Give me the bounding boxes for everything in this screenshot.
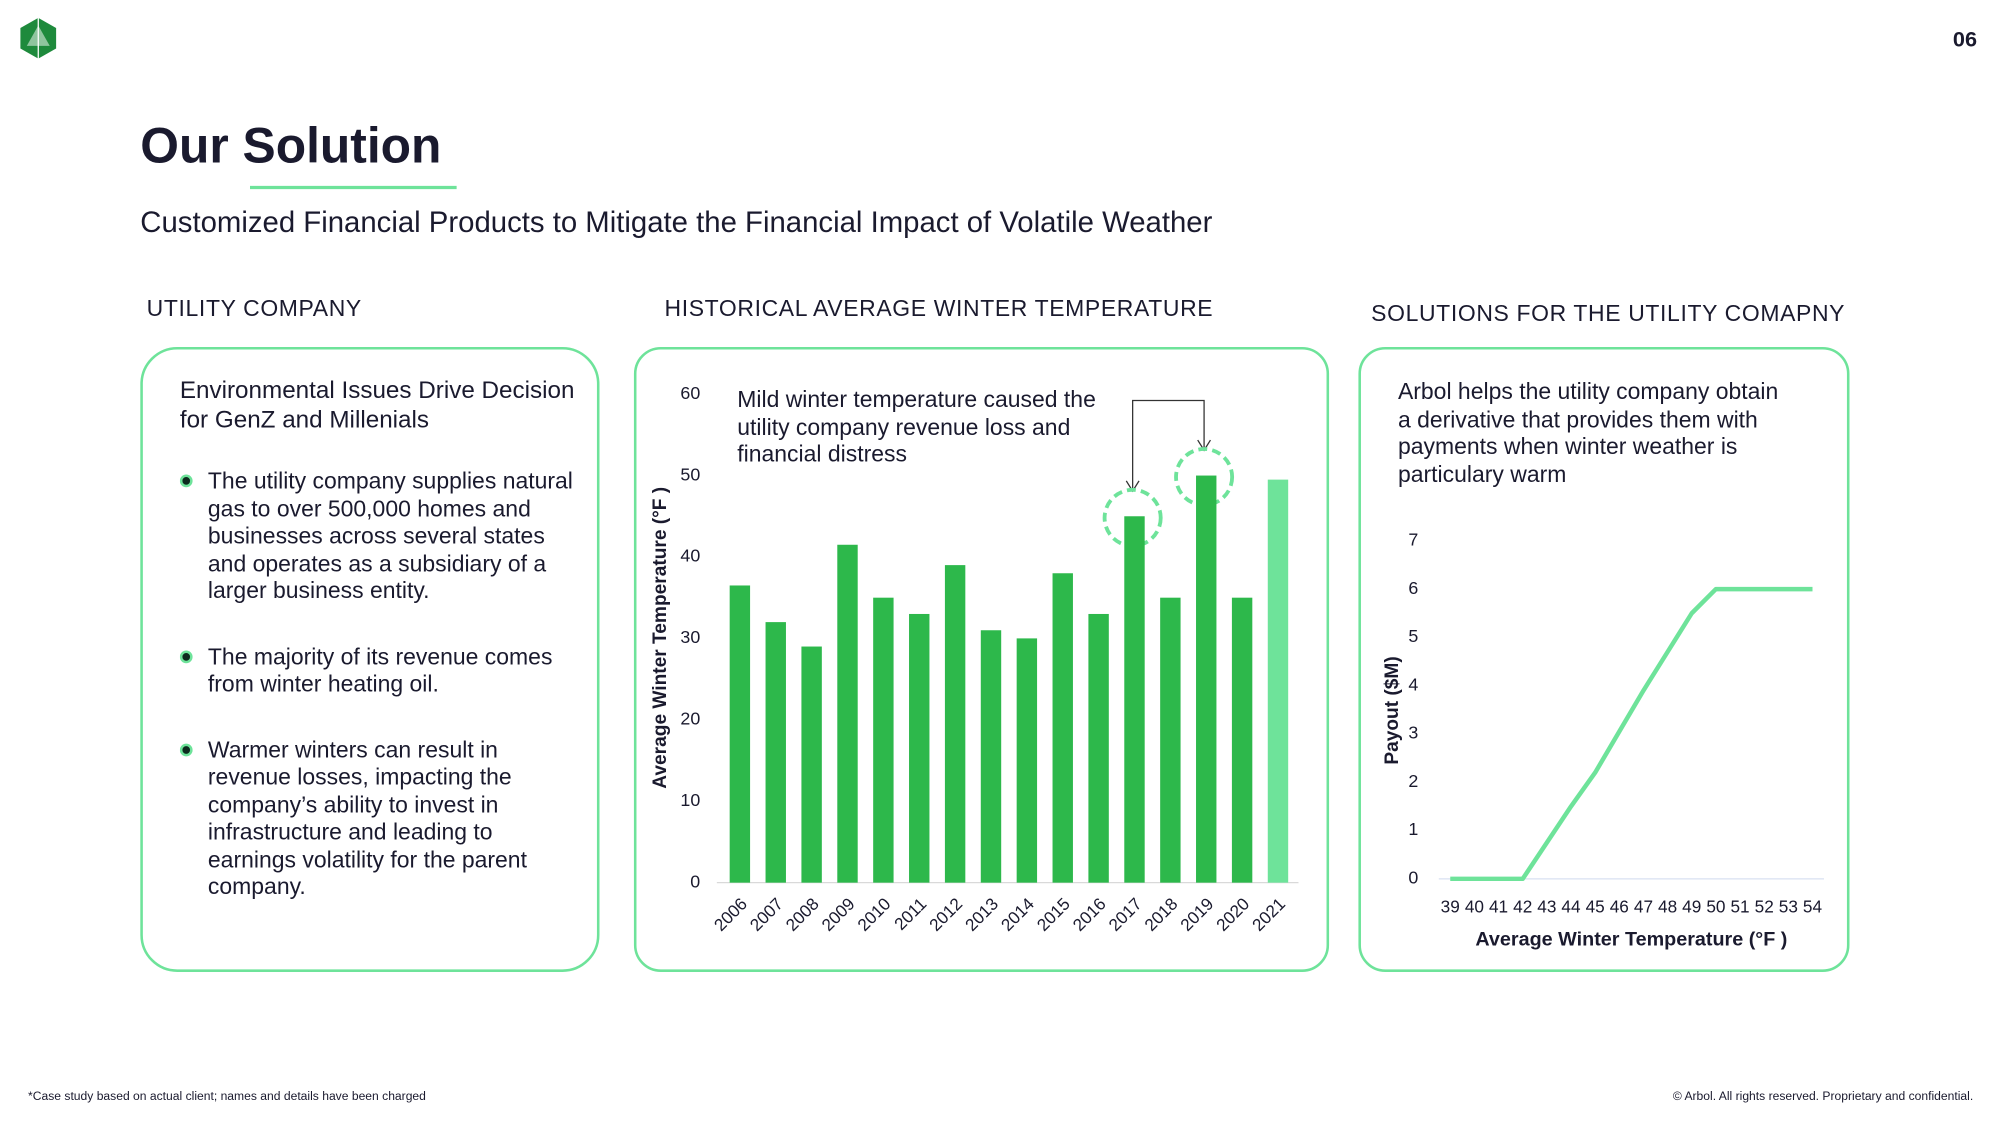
x-tick-label: 2014 <box>997 893 1039 935</box>
y-tick-label: 0 <box>1408 868 1418 888</box>
y-tick-label: 30 <box>680 627 700 647</box>
bullet: The utility company supplies natural gas… <box>179 468 575 605</box>
y-tick-label: 10 <box>680 790 700 810</box>
y-tick-label: 4 <box>1408 674 1418 694</box>
bar <box>801 646 822 883</box>
bar <box>1088 613 1109 883</box>
bullet: Warmer winters can result in revenue los… <box>179 737 575 902</box>
x-tick-label: 42 <box>1513 897 1532 917</box>
y-tick-label: 40 <box>680 546 700 566</box>
x-tick-label: 49 <box>1682 897 1701 917</box>
x-tick-label: 2019 <box>1176 894 1217 935</box>
bar <box>1196 475 1217 883</box>
bar <box>837 544 858 883</box>
bullet: The majority of its revenue comes from w… <box>179 643 575 698</box>
panel-frame <box>140 346 600 972</box>
y-axis-label: Payout ($M) <box>1382 656 1403 764</box>
x-tick-label: 43 <box>1537 897 1556 917</box>
x-tick-label: 39 <box>1441 897 1460 917</box>
x-tick-label: 44 <box>1561 897 1581 917</box>
bar <box>909 613 930 883</box>
x-tick-label: 46 <box>1610 897 1629 917</box>
y-tick-label: 1 <box>1408 819 1418 839</box>
panel-frame <box>633 346 1330 972</box>
x-tick-label: 40 <box>1465 897 1484 917</box>
x-tick-label: 2020 <box>1212 894 1253 935</box>
title: Our Solution <box>140 117 441 173</box>
panel-text: Arbol helps the utility company obtain a… <box>1397 378 1779 487</box>
x-tick-label: 2015 <box>1033 894 1074 935</box>
bar <box>1016 638 1038 883</box>
panel-heading: UTILITY COMPANY <box>147 295 362 321</box>
payout-line <box>1450 586 1813 882</box>
bar <box>729 585 751 883</box>
x-tick-label: 2010 <box>853 894 894 935</box>
bar <box>1124 516 1145 883</box>
y-tick-label: 0 <box>690 871 700 891</box>
bar <box>944 565 966 883</box>
x-tick-label: 2013 <box>961 894 1002 935</box>
x-tick-label: 2017 <box>1104 894 1145 935</box>
footnote: *Case study based on actual client; name… <box>28 1089 426 1103</box>
y-axis-label: Average Winter Temperature (°F ) <box>650 487 671 789</box>
x-tick-label: 54 <box>1803 897 1823 917</box>
bar <box>1231 597 1253 883</box>
x-tick-label: 2008 <box>782 894 823 935</box>
panel-text: Environmental Issues Drive Decision for … <box>179 377 575 902</box>
x-tick-label: 45 <box>1586 897 1605 917</box>
panel-title: Environmental Issues Drive Decision for … <box>179 377 575 434</box>
y-tick-label: 2 <box>1408 771 1418 791</box>
x-tick-label: 2021 <box>1248 894 1289 935</box>
x-tick-label: 2011 <box>890 894 930 934</box>
x-tick-label: 53 <box>1779 897 1798 917</box>
bar <box>980 630 1002 883</box>
x-tick-label: 2007 <box>746 894 787 935</box>
x-tick-label: 2018 <box>1140 894 1181 935</box>
x-tick-label: 52 <box>1755 897 1774 917</box>
y-tick-label: 60 <box>680 383 700 403</box>
subtitle: Customized Financial Products to Mitigat… <box>140 206 1212 239</box>
panel-heading: SOLUTIONS FOR THE UTILITY COMAPNY <box>1371 300 1845 326</box>
bar <box>1160 597 1181 883</box>
x-tick-label: 47 <box>1634 897 1653 917</box>
x-axis-label: Average Winter Temperature (°F ) <box>1475 928 1787 950</box>
x-tick-label: 2016 <box>1069 894 1110 935</box>
panel-body: Arbol helps the utility company obtain a… <box>1397 378 1779 487</box>
copyright: © Arbol. All rights reserved. Proprietar… <box>1673 1089 1973 1103</box>
panel-frame <box>1358 346 1850 972</box>
bar <box>1267 479 1289 883</box>
bar <box>765 622 786 883</box>
y-tick-label: 6 <box>1408 578 1418 598</box>
bullet-list: The utility company supplies natural gas… <box>179 468 575 902</box>
bar <box>873 597 894 883</box>
x-tick-label: 41 <box>1489 897 1508 917</box>
x-tick-label: 48 <box>1658 897 1677 917</box>
annotation: Mild winter temperature caused the utili… <box>737 386 1096 467</box>
x-tick-label: 2009 <box>817 894 858 935</box>
x-tick-label: 2012 <box>925 894 966 935</box>
x-tick-label: 2006 <box>710 894 751 935</box>
y-tick-label: 50 <box>680 464 700 484</box>
y-tick-label: 3 <box>1408 723 1418 743</box>
x-tick-label: 50 <box>1706 897 1725 917</box>
panel-heading: HISTORICAL AVERAGE WINTER TEMPERATURE <box>665 295 1214 321</box>
annotation-text: Mild winter temperature caused the utili… <box>737 386 1096 467</box>
bar <box>1052 573 1073 883</box>
y-tick-label: 7 <box>1408 530 1418 550</box>
logo <box>20 17 57 59</box>
y-tick-label: 20 <box>680 709 700 729</box>
y-tick-label: 5 <box>1408 626 1418 646</box>
page-number: 06 <box>1953 27 1977 52</box>
x-tick-label: 51 <box>1730 897 1749 917</box>
